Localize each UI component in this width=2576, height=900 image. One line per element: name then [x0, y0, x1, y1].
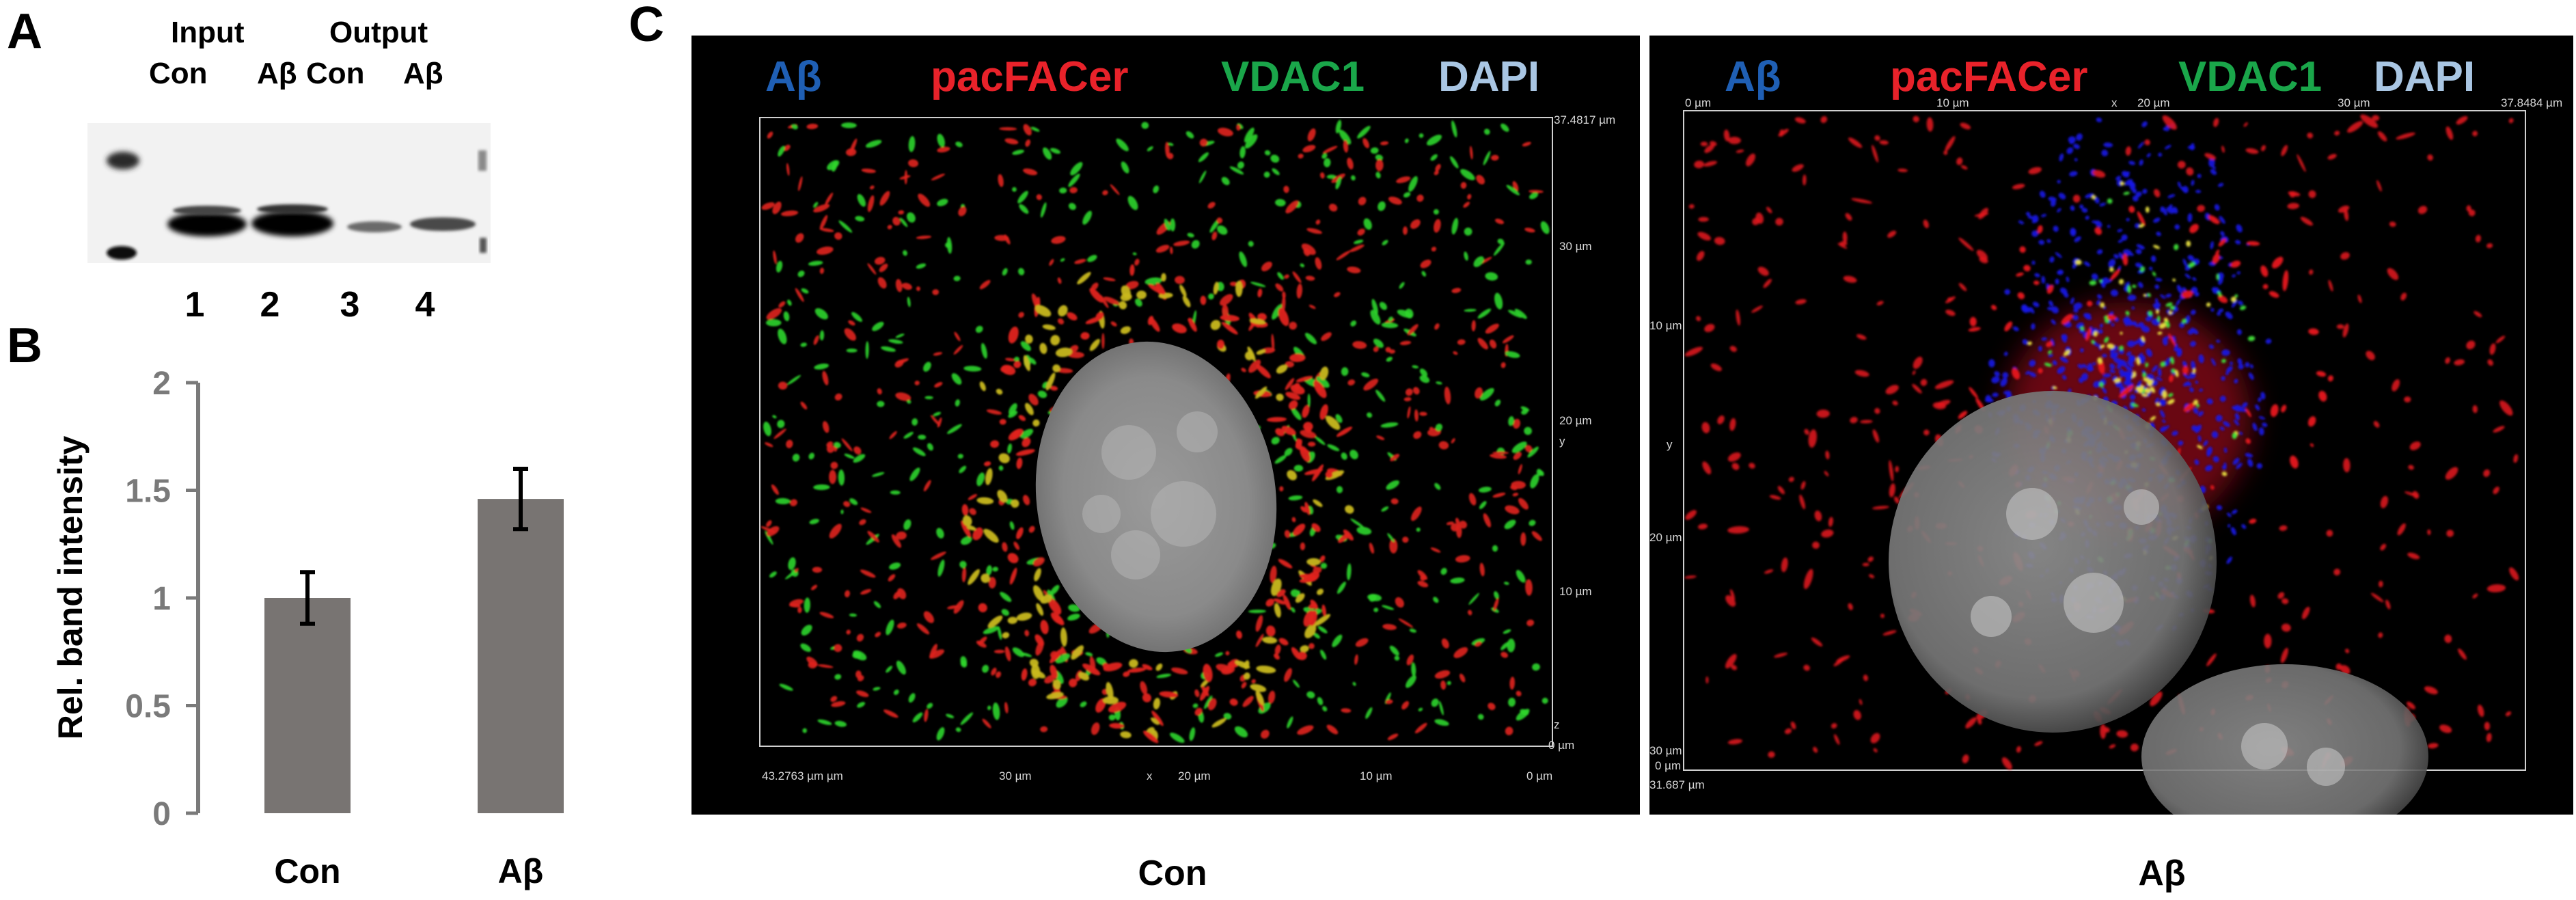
category-label-con: Con — [274, 852, 340, 890]
lane-label-3: Con — [306, 57, 365, 90]
bar-abeta — [478, 499, 564, 813]
error-bar-abeta — [513, 467, 528, 532]
microscopy-con-image: Aβ pacFACer VDAC1 DAPI 37.4817 µm 30 µm … — [691, 36, 1640, 815]
scale-con-bottom-30: 30 µm — [999, 769, 1032, 782]
scale-con-bottom-20: 20 µm — [1178, 769, 1211, 782]
scale-abeta-top-20: 20 µm — [2137, 96, 2170, 109]
lane-label-1: Con — [149, 57, 208, 90]
scale-con-right-20: 20 µm — [1559, 414, 1592, 427]
scale-con-right-0: 0 µm — [1548, 739, 1575, 752]
y-tick-label: 2 — [152, 366, 171, 402]
y-tick-label: 0 — [152, 796, 171, 832]
scale-con-top-right: 37.4817 µm — [1554, 113, 1616, 126]
group-header-output: Output — [329, 16, 428, 49]
scale-con-right-y: y — [1559, 435, 1565, 448]
bar-con — [264, 598, 351, 813]
legend-pacfacer: pacFACer — [931, 53, 1129, 100]
channel-legend-con: Aβ pacFACer VDAC1 DAPI — [691, 36, 1640, 114]
caption-con: Con — [1138, 854, 1207, 893]
scale-abeta-top-30: 30 µm — [2338, 96, 2370, 109]
scale-abeta-left-y: y — [1667, 438, 1673, 451]
scale-con-right-10: 10 µm — [1559, 585, 1592, 598]
channel-legend-abeta: Aβ pacFACer VDAC1 DAPI — [1649, 36, 2573, 114]
lane-number-2: 2 — [260, 285, 280, 325]
scale-abeta-top-x: x — [2111, 96, 2118, 109]
scale-abeta-left-20: 20 µm — [1649, 531, 1682, 544]
con-cell-render — [759, 117, 1553, 747]
bar-chart: 0 0.5 1 1.5 2 Con Aβ Rel. band intensity — [51, 366, 564, 890]
error-bar-con — [300, 570, 315, 626]
caption-abeta: Aβ — [2138, 854, 2186, 893]
scale-abeta-top-10: 10 µm — [1936, 96, 1969, 109]
scale-abeta-left-0: 0 µm — [1655, 759, 1682, 772]
lane-number-3: 3 — [340, 285, 360, 325]
y-tick-label: 1 — [152, 581, 171, 617]
group-header-input: Input — [171, 16, 245, 49]
lane-label-4: Aβ — [403, 57, 443, 90]
scale-abeta-top-0: 0 µm — [1685, 96, 1712, 109]
lane-number-1: 1 — [184, 285, 205, 325]
scale-abeta-left-10: 10 µm — [1649, 319, 1682, 332]
scale-con-right-z: z — [1554, 718, 1560, 731]
panel-label-a: A — [7, 4, 42, 59]
legend-dapi: DAPI — [1438, 53, 1540, 100]
lane-label-2: Aβ — [257, 57, 297, 90]
scale-abeta-left-30: 30 µm — [1649, 744, 1682, 757]
blot-image — [87, 123, 491, 263]
legend-abeta: Aβ — [765, 53, 822, 100]
panel-label-c: C — [629, 0, 664, 52]
y-tick-label: 0.5 — [125, 689, 171, 725]
scale-con-bottom-x: x — [1147, 769, 1153, 782]
legend-dapi-2: DAPI — [2374, 53, 2476, 100]
microscopy-abeta-image: Aβ pacFACer VDAC1 DAPI 0 µm 10 µm x 20 µ… — [1649, 36, 2573, 815]
legend-vdac1: VDAC1 — [1221, 53, 1365, 100]
legend-pacfacer-2: pacFACer — [1890, 53, 2088, 100]
scale-abeta-top-max: 37.8484 µm — [2501, 96, 2563, 109]
scale-con-bottom-max: 43.2763 µm µm — [762, 769, 843, 782]
y-tick-label: 1.5 — [125, 474, 171, 510]
panel-label-b: B — [7, 318, 42, 373]
abeta-cell-render — [1683, 110, 2526, 815]
lane-number-4: 4 — [415, 285, 435, 325]
scale-con-bottom-10: 10 µm — [1360, 769, 1393, 782]
y-axis-title: Rel. band intensity — [51, 436, 90, 740]
scale-con-bottom-0: 0 µm — [1526, 769, 1553, 782]
legend-vdac1-2: VDAC1 — [2178, 53, 2322, 100]
scale-abeta-left-max: 31.687 µm — [1649, 778, 1705, 791]
category-label-abeta: Aβ — [498, 852, 544, 890]
scale-con-right-30: 30 µm — [1559, 240, 1592, 253]
legend-abeta-2: Aβ — [1725, 53, 1781, 100]
